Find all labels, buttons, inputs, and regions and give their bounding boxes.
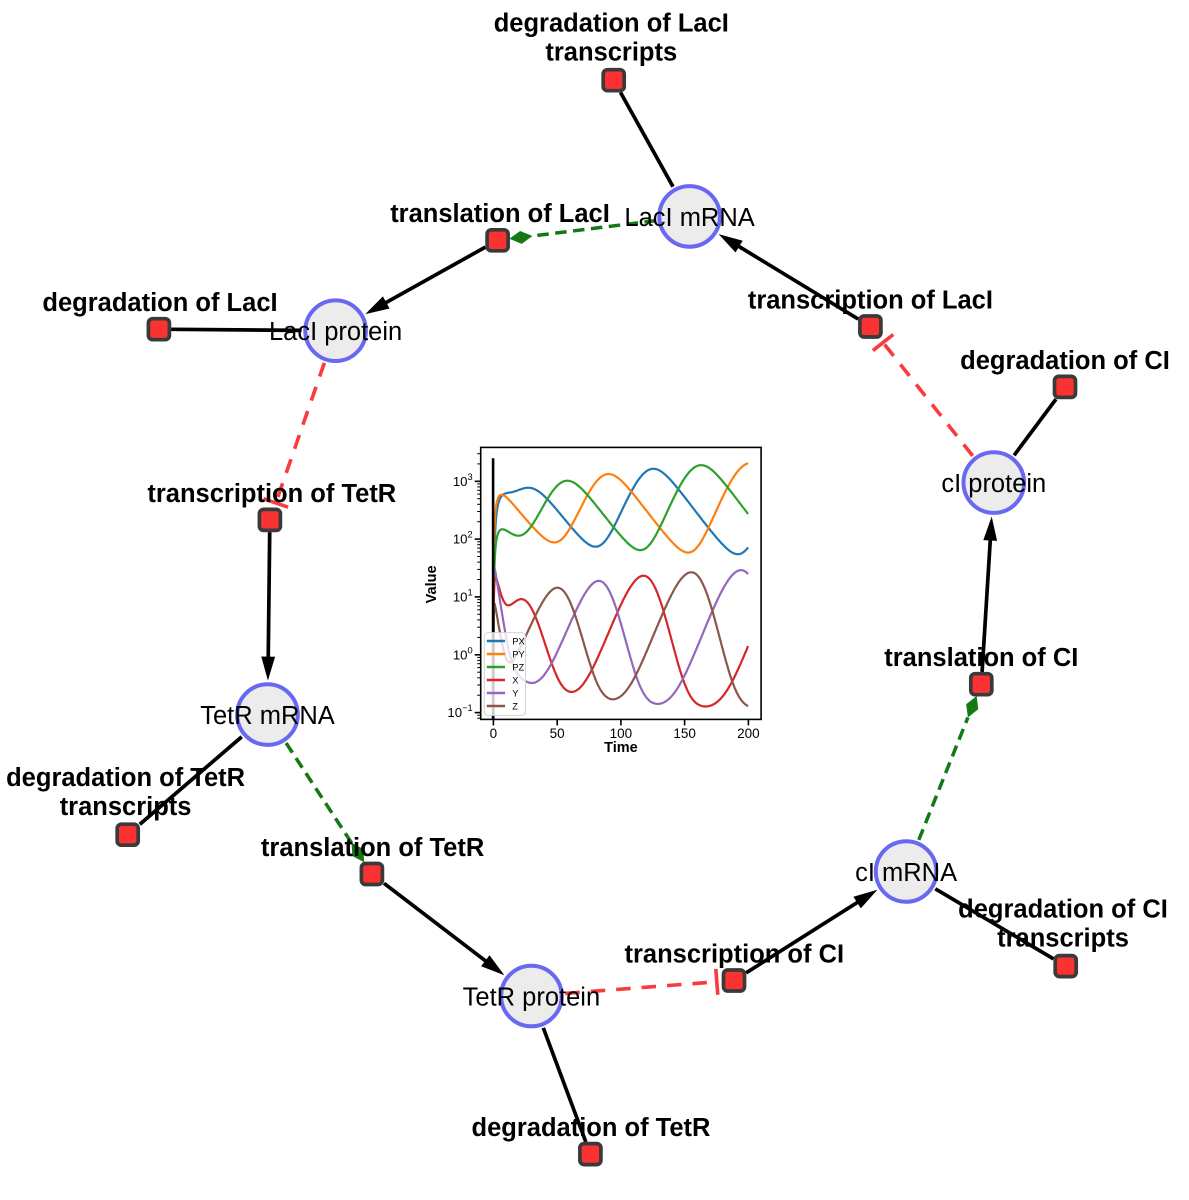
svg-text:cI mRNA: cI mRNA — [855, 859, 957, 887]
svg-text:LacI protein: LacI protein — [269, 318, 402, 346]
svg-text:100: 100 — [610, 726, 633, 741]
svg-text:degradation of LacI: degradation of LacI — [494, 10, 729, 38]
svg-text:Z: Z — [512, 701, 518, 711]
svg-text:degradation of CI: degradation of CI — [960, 347, 1170, 375]
svg-text:Value: Value — [424, 565, 440, 603]
svg-text:transcripts: transcripts — [997, 924, 1129, 952]
svg-text:LacI mRNA: LacI mRNA — [624, 204, 754, 232]
svg-text:degradation of TetR: degradation of TetR — [472, 1114, 711, 1142]
svg-text:transcription of TetR: transcription of TetR — [147, 480, 396, 508]
svg-text:Y: Y — [512, 688, 518, 698]
svg-text:translation of LacI: translation of LacI — [390, 200, 610, 228]
svg-text:degradation of TetR: degradation of TetR — [6, 764, 245, 792]
svg-text:200: 200 — [737, 726, 760, 741]
svg-text:transcripts: transcripts — [545, 39, 677, 67]
svg-text:PY: PY — [512, 649, 524, 659]
svg-text:PZ: PZ — [512, 662, 524, 672]
svg-text:degradation of CI: degradation of CI — [958, 895, 1168, 923]
svg-text:X: X — [512, 675, 518, 685]
svg-text:degradation of LacI: degradation of LacI — [42, 289, 277, 317]
svg-text:cI protein: cI protein — [941, 470, 1046, 498]
svg-text:translation of TetR: translation of TetR — [261, 834, 484, 862]
svg-text:TetR mRNA: TetR mRNA — [200, 702, 335, 730]
svg-text:150: 150 — [673, 726, 696, 741]
svg-text:TetR protein: TetR protein — [463, 984, 601, 1012]
svg-text:PX: PX — [512, 636, 524, 646]
svg-text:translation of CI: translation of CI — [884, 644, 1078, 672]
svg-text:transcription of LacI: transcription of LacI — [748, 286, 993, 314]
svg-text:transcripts: transcripts — [60, 793, 192, 821]
svg-text:0: 0 — [490, 726, 498, 741]
svg-text:Time: Time — [604, 740, 638, 756]
svg-text:transcription of CI: transcription of CI — [625, 941, 845, 969]
svg-text:50: 50 — [550, 726, 565, 741]
